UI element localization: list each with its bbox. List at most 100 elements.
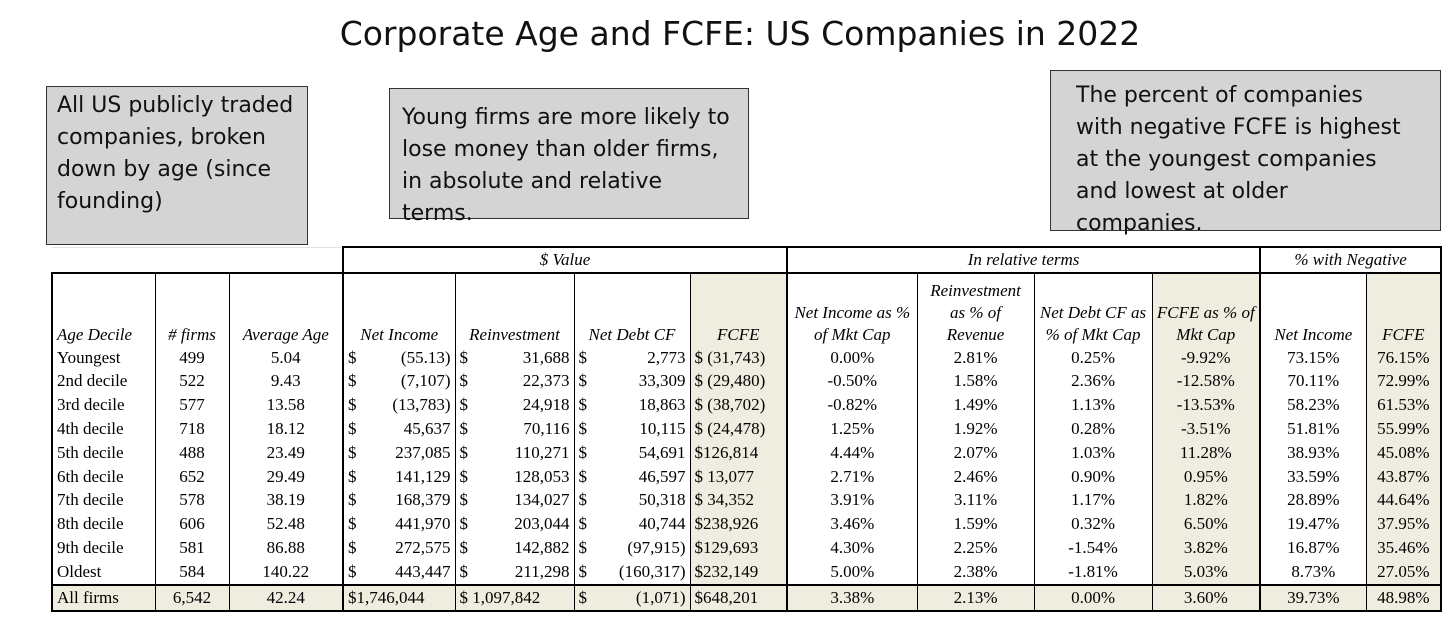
cell-ndcf-pct: 1.13% bbox=[1034, 393, 1153, 418]
group-header-relative: In relative terms bbox=[787, 246, 1262, 273]
cell-net-debt-cf: $54,691 bbox=[574, 440, 691, 465]
cell-net-income: $ (13,783) bbox=[342, 393, 456, 418]
column-header: FCFE as % of Mkt Cap bbox=[1152, 271, 1262, 346]
cell-neg-ni: 73.15% bbox=[1260, 345, 1367, 370]
cell-reinv-pct: 2.07% bbox=[917, 440, 1035, 465]
cell-reinvestment: $211,298 bbox=[455, 559, 575, 585]
cell-reinvestment: $ 1,097,842 bbox=[455, 583, 575, 612]
page-title: Corporate Age and FCFE: US Companies in … bbox=[339, 14, 1141, 53]
currency-symbol: $ bbox=[578, 371, 588, 391]
cell-decile: All firms bbox=[51, 583, 156, 612]
currency-symbol: $ bbox=[348, 466, 357, 486]
cell-fcfe: $ (38,702) bbox=[690, 393, 789, 418]
cell-average-age: 52.48 bbox=[266, 514, 305, 534]
column-header: FCFE bbox=[690, 271, 789, 346]
cell-firms: 522 bbox=[155, 369, 230, 394]
cell-net-income: $272,575 bbox=[342, 536, 456, 560]
cell-neg-fcfe: 37.95% bbox=[1366, 512, 1443, 537]
cell-reinvestment: $31,688 bbox=[455, 345, 575, 370]
column-header: # firms bbox=[155, 271, 230, 346]
cell-firms: 652 bbox=[155, 464, 230, 489]
cell-net-income: $443,447 bbox=[342, 559, 456, 585]
cell-ndcf-pct: 1.03% bbox=[1034, 440, 1153, 465]
cell-firms: 499 bbox=[155, 345, 230, 370]
cell-ni-pct: 3.46% bbox=[787, 512, 918, 537]
note-universe: All US publicly traded companies, broken… bbox=[46, 86, 308, 245]
cell-value: (7,107) bbox=[400, 371, 451, 391]
table-row: Oldest 584 140.22 $443,447 $211,298 $ (160,317… bbox=[51, 559, 1443, 585]
cell-value: 237,085 bbox=[395, 442, 451, 462]
currency-symbol: $ bbox=[348, 442, 357, 462]
cell-reinvestment: $22,373 bbox=[455, 369, 575, 394]
cell-firms: 584 bbox=[155, 559, 230, 585]
cell-fcfe-pct: 5.03% bbox=[1152, 559, 1262, 585]
cell-average-age: 9.43 bbox=[270, 371, 301, 391]
group-header-row: $ Value In relative terms % with Negativ… bbox=[52, 246, 1443, 273]
currency-symbol: $ bbox=[459, 442, 469, 462]
total-row: All firms 6,542 42.24 $1,746,044 $ 1,097,842… bbox=[51, 583, 1443, 612]
currency-symbol: $ bbox=[348, 490, 357, 510]
cell-decile: 7th decile bbox=[51, 488, 156, 513]
cell-average-age: 5.04 bbox=[270, 347, 301, 367]
cell-net-debt-cf: $33,309 bbox=[574, 369, 691, 394]
cell-fcfe-pct: 11.28% bbox=[1152, 440, 1262, 465]
cell-value: 441,970 bbox=[395, 514, 451, 534]
cell-ndcf-pct: 0.00% bbox=[1034, 583, 1153, 612]
cell-reinvestment-wrap: $203,044 bbox=[460, 514, 570, 534]
currency-symbol: $ bbox=[459, 538, 469, 558]
cell-reinvestment: $134,027 bbox=[455, 488, 575, 513]
cell-ni-pct: 0.00% bbox=[787, 345, 918, 370]
cell-reinvestment-wrap: $24,918 bbox=[460, 395, 570, 415]
cell-net-income: $ (55.13) bbox=[342, 345, 456, 370]
cell-ni-pct: 3.38% bbox=[787, 583, 918, 612]
cell-fcfe: $232,149 bbox=[690, 559, 789, 585]
cell-firms: 606 bbox=[155, 512, 230, 537]
cell-firms: 488 bbox=[155, 440, 230, 465]
cell-value: 203,044 bbox=[514, 514, 570, 534]
cell-ndcf-pct: 0.25% bbox=[1034, 345, 1153, 370]
cell-net-income-wrap: $443,447 bbox=[348, 562, 451, 582]
currency-symbol: $ bbox=[348, 561, 357, 581]
cell-average-age: 29.49 bbox=[266, 466, 305, 486]
cell-ni-pct: -0.82% bbox=[787, 393, 918, 418]
cell-average-age: 140.22 bbox=[262, 561, 310, 581]
cell-value: 134,027 bbox=[514, 490, 570, 510]
cell-net-income-wrap: $ (55.13) bbox=[348, 348, 451, 368]
cell-ndcf-pct: -1.81% bbox=[1034, 559, 1153, 585]
cell-net-income-wrap: $441,970 bbox=[348, 514, 451, 534]
cell-neg-ni: 38.93% bbox=[1260, 440, 1367, 465]
cell-value: 18,863 bbox=[638, 395, 686, 415]
currency-symbol: $ bbox=[459, 514, 469, 534]
cell-reinvestment: $110,271 bbox=[455, 440, 575, 465]
cell-reinv-pct: 2.81% bbox=[917, 345, 1035, 370]
currency-symbol: $ bbox=[348, 538, 357, 558]
cell-net-income-wrap: $141,129 bbox=[348, 467, 451, 487]
cell-net-debt-cf: $ (160,317) bbox=[574, 559, 691, 585]
table-row: 5th decile 488 23.49 $237,085 $110,271 $54,69… bbox=[51, 440, 1443, 465]
cell-neg-ni: 51.81% bbox=[1260, 417, 1367, 441]
currency-symbol: $ bbox=[578, 442, 588, 462]
cell-ni-pct: 2.71% bbox=[787, 464, 918, 489]
cell-value: 40,744 bbox=[638, 514, 686, 534]
cell-reinv-pct: 2.38% bbox=[917, 559, 1035, 585]
table-row: Youngest 499 5.04 $ (55.13) $31,688 $2,773 $ (3… bbox=[51, 345, 1443, 370]
column-header-row: Age Decile # firms Average Age Net Incom… bbox=[51, 271, 1443, 346]
cell-ni-pct: 4.44% bbox=[787, 440, 918, 465]
cell-net-debt-cf-wrap: $54,691 bbox=[579, 443, 686, 463]
cell-value: 70,116 bbox=[523, 419, 570, 439]
column-header: FCFE bbox=[1366, 271, 1443, 346]
cell-firms: 718 bbox=[155, 417, 230, 441]
cell-net-income: $ (7,107) bbox=[342, 369, 456, 394]
cell-net-income: $168,379 bbox=[342, 488, 456, 513]
cell-net-income: $441,970 bbox=[342, 512, 456, 537]
currency-symbol: $ bbox=[459, 419, 469, 439]
column-header: Net Income as % of Mkt Cap bbox=[787, 271, 918, 346]
cell-firms: 577 bbox=[155, 393, 230, 418]
cell-net-debt-cf-wrap: $50,318 bbox=[579, 490, 686, 510]
cell-reinvestment: $128,053 bbox=[455, 464, 575, 489]
column-header: Age Decile bbox=[51, 271, 156, 346]
cell-reinvestment: $142,882 bbox=[455, 536, 575, 560]
cell-value: 141,129 bbox=[395, 466, 451, 486]
cell-value: 211,298 bbox=[514, 561, 570, 581]
cell-neg-fcfe: 72.99% bbox=[1366, 369, 1443, 394]
